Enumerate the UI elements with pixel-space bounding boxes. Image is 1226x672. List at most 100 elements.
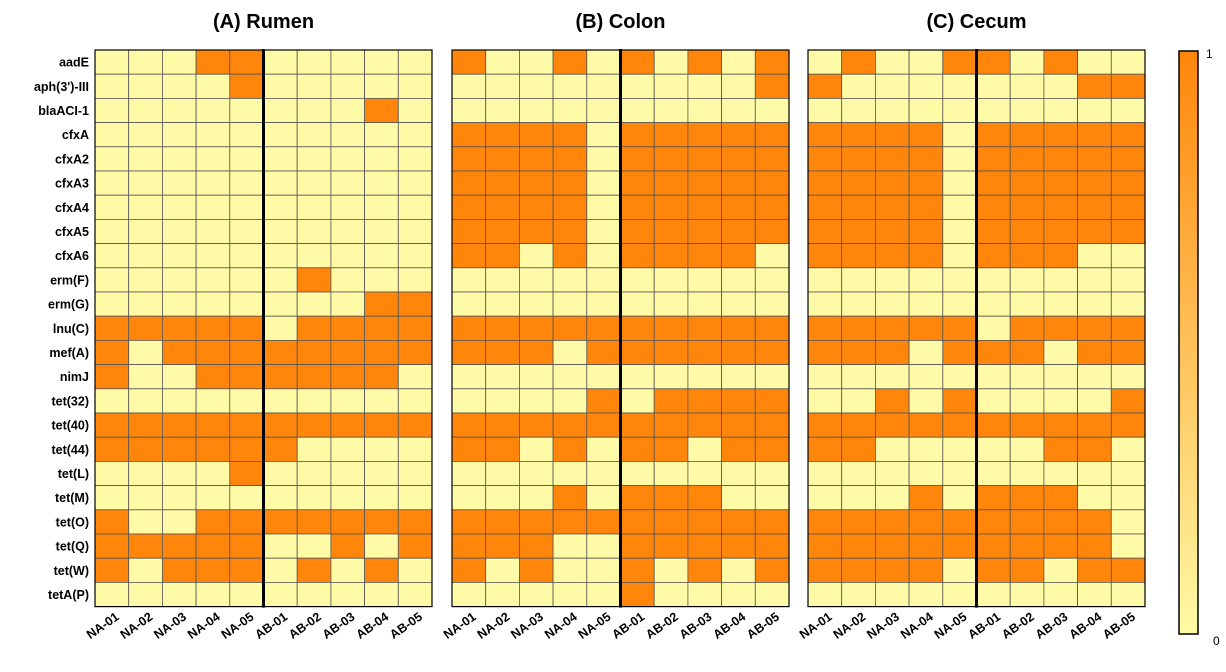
- col-label-na-05: NA-05: [576, 610, 614, 642]
- heatmap-cell: [942, 122, 977, 148]
- heatmap-cell: [364, 557, 399, 583]
- heatmap-cell: [128, 412, 163, 438]
- heatmap-cell: [330, 267, 365, 293]
- heatmap-cell: [721, 194, 756, 220]
- heatmap-cell: [195, 533, 231, 559]
- row-label-aph-3-iii: aph(3')-III: [34, 80, 89, 94]
- heatmap-cell: [263, 170, 298, 196]
- heatmap-cell: [364, 485, 399, 511]
- heatmap-cell: [1077, 194, 1112, 220]
- heatmap-cell: [263, 339, 298, 365]
- heatmap-cell: [687, 557, 723, 583]
- heatmap-cell: [330, 533, 365, 559]
- heatmap-cell: [296, 98, 332, 124]
- heatmap-cell: [94, 412, 130, 438]
- heatmap-cell: [94, 388, 130, 414]
- heatmap-cell: [128, 364, 163, 390]
- heatmap-cell: [485, 170, 520, 196]
- heatmap-cell: [552, 315, 588, 341]
- heatmap-cell: [451, 243, 487, 269]
- heatmap-cell: [1110, 73, 1146, 99]
- heatmap-cell: [1110, 388, 1146, 414]
- heatmap-cell: [754, 509, 790, 535]
- heatmap-cell: [1009, 460, 1045, 486]
- heatmap-cell: [1077, 315, 1112, 341]
- heatmap-cell: [128, 436, 163, 462]
- heatmap-cell: [942, 170, 977, 196]
- heatmap-cell: [1110, 267, 1146, 293]
- heatmap-cell: [841, 388, 876, 414]
- heatmap-cell: [330, 243, 365, 269]
- row-label-tet-o: tet(O): [56, 515, 89, 529]
- heatmap-cell: [1077, 49, 1112, 75]
- heatmap-cell: [875, 267, 910, 293]
- heatmap-panels: aadE aph(3')-III blaACI-1 cfxA cfxA2 cfxA3 cfx…: [34, 11, 1146, 642]
- heatmap-cell: [653, 533, 689, 559]
- heatmap-cell: [94, 533, 130, 559]
- heatmap-cell: [1009, 364, 1045, 390]
- heatmap-cell: [1110, 243, 1146, 269]
- heatmap-cell: [128, 533, 163, 559]
- heatmap-cell: [485, 73, 520, 99]
- heatmap-cell: [296, 122, 332, 148]
- heatmap-cell: [229, 98, 264, 124]
- heatmap-cell: [364, 436, 399, 462]
- heatmap-cell: [397, 485, 433, 511]
- col-label-na-02: NA-02: [118, 610, 156, 642]
- heatmap-cell: [807, 460, 843, 486]
- row-label-aade: aadE: [59, 56, 89, 70]
- heatmap-cell: [1043, 49, 1079, 75]
- heatmap-cell: [1009, 267, 1045, 293]
- heatmap-cell: [1077, 388, 1112, 414]
- row-label-cfxa4: cfxA4: [55, 201, 89, 215]
- heatmap-cell: [195, 582, 231, 608]
- heatmap-cell: [586, 49, 621, 75]
- heatmap-cell: [161, 122, 197, 148]
- heatmap-cell: [620, 267, 655, 293]
- heatmap-cell: [976, 533, 1011, 559]
- heatmap-cell: [687, 582, 723, 608]
- heatmap-cell: [552, 170, 588, 196]
- heatmap-cell: [229, 388, 264, 414]
- heatmap-cell: [195, 170, 231, 196]
- heatmap-cell: [330, 146, 365, 172]
- heatmap-cell: [519, 412, 554, 438]
- heatmap-cell: [942, 315, 977, 341]
- heatmap-cell: [296, 291, 332, 317]
- heatmap-cell: [807, 436, 843, 462]
- heatmap-cell: [653, 315, 689, 341]
- panel-title: (C) Cecum: [926, 11, 1026, 33]
- heatmap-cell: [364, 291, 399, 317]
- heatmap-cell: [364, 49, 399, 75]
- heatmap-cell: [229, 460, 264, 486]
- heatmap-cell: [942, 98, 977, 124]
- heatmap-cell: [721, 485, 756, 511]
- heatmap-cell: [653, 267, 689, 293]
- heatmap-cell: [620, 194, 655, 220]
- heatmap-cell: [263, 315, 298, 341]
- heatmap-cell: [195, 364, 231, 390]
- heatmap-cell: [229, 339, 264, 365]
- heatmap-cell: [1043, 460, 1079, 486]
- heatmap-cell: [620, 364, 655, 390]
- heatmap-cell: [229, 194, 264, 220]
- heatmap-cell: [976, 315, 1011, 341]
- heatmap-cell: [620, 291, 655, 317]
- heatmap-cell: [653, 412, 689, 438]
- heatmap-cell: [229, 509, 264, 535]
- heatmap-cell: [1110, 339, 1146, 365]
- heatmap-cell: [807, 412, 843, 438]
- heatmap-cell: [451, 582, 487, 608]
- heatmap-cell: [620, 339, 655, 365]
- heatmap-cell: [263, 122, 298, 148]
- heatmap-cell: [552, 243, 588, 269]
- heatmap-cell: [552, 98, 588, 124]
- heatmap-cell: [754, 412, 790, 438]
- heatmap-cell: [754, 436, 790, 462]
- heatmap-cell: [195, 315, 231, 341]
- heatmap-cell: [195, 557, 231, 583]
- heatmap-cell: [397, 460, 433, 486]
- heatmap-cell: [330, 460, 365, 486]
- heatmap-cell: [976, 364, 1011, 390]
- heatmap-cell: [229, 436, 264, 462]
